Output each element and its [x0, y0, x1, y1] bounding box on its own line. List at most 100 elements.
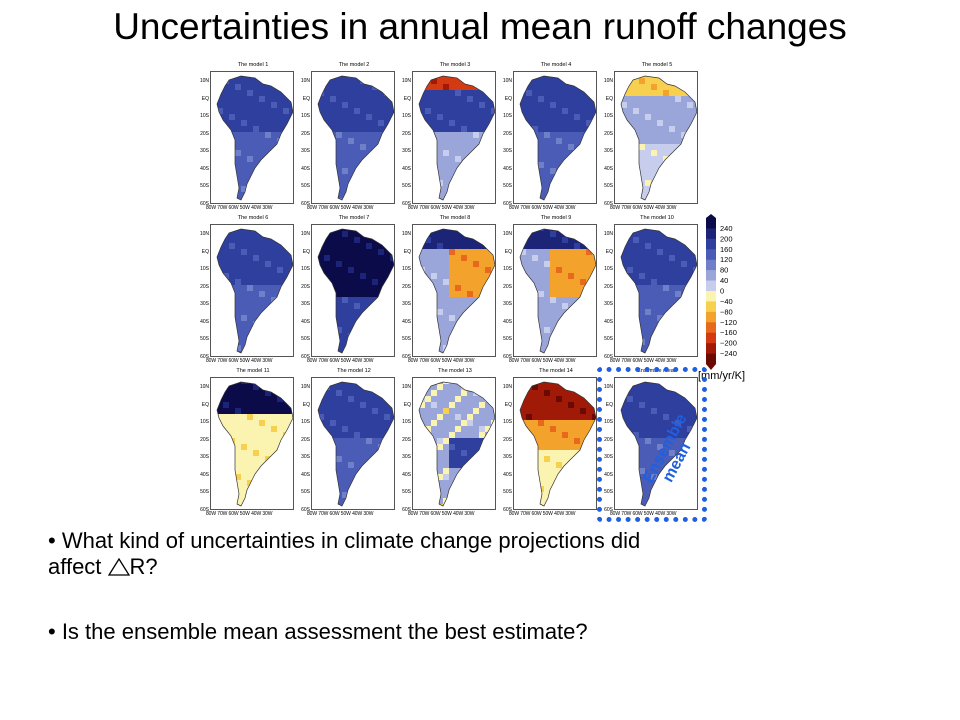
latitude-tick-label: 10S	[503, 113, 512, 119]
latitude-tick-label: 20S	[200, 436, 209, 443]
longitude-tick-labels: 80W 70W 60W 50W 40W 30W	[408, 511, 475, 517]
colorbar-swatch	[706, 301, 716, 313]
latitude-tick-label: 40S	[301, 471, 310, 478]
longitude-tick-labels: 80W 70W 60W 50W 40W 30W	[206, 511, 273, 517]
latitude-tick-label: 60S	[301, 200, 310, 207]
latitude-tick-label: 60S	[402, 353, 411, 360]
map-panel-title: The model 11	[236, 368, 270, 374]
map-panel: The model 13 10N EQ 10S 20S 30S 40S 50S 60S 80W 7…	[398, 368, 498, 520]
map-panel: The model 8 10N EQ 10S 20S 30S 40S 50S 60S 80W 70…	[398, 215, 498, 367]
map-panel-title: The model 5	[641, 62, 673, 68]
latitude-tick-label: 30S	[200, 454, 209, 460]
latitude-tick-label: 40S	[402, 471, 411, 478]
latitude-tick-label: 40S	[604, 471, 613, 478]
latitude-tick-label: EQ	[201, 248, 209, 255]
longitude-tick-labels: 80W 70W 60W 50W 40W 30W	[610, 511, 677, 517]
latitude-tick-label: 60S	[301, 506, 310, 513]
latitude-tick-label: 10S	[402, 266, 411, 272]
latitude-tick-label: EQ	[504, 248, 512, 255]
runoff-change-map	[210, 377, 294, 510]
colorbar-swatch	[706, 343, 716, 354]
colorbar-tick-label: −120	[720, 318, 737, 327]
latitude-tick-label: EQ	[201, 401, 209, 408]
colorbar-tick-label: −80	[720, 307, 733, 316]
colorbar-swatch	[706, 322, 716, 334]
colorbar-tick-label: −160	[720, 328, 737, 337]
latitude-tick-label: 10N	[300, 384, 310, 390]
latitude-tick-label: 20S	[301, 130, 310, 137]
map-panel-title: The model 2	[338, 62, 370, 68]
latitude-tick-label: 10N	[502, 78, 512, 84]
latitude-tick-label: EQ	[504, 95, 512, 102]
runoff-change-map	[513, 224, 597, 357]
bullet-ensemble-question: • Is the ensemble mean assessment the be…	[48, 619, 588, 644]
latitude-tick-label: 40S	[301, 318, 310, 325]
latitude-tick-label: 40S	[200, 471, 209, 478]
latitude-tick-label: 10N	[603, 384, 613, 390]
latitude-tick-label: 10N	[300, 78, 310, 84]
latitude-tick-label: EQ	[504, 401, 512, 408]
latitude-tick-label: 30S	[402, 148, 411, 154]
latitude-tick-label: 20S	[604, 436, 613, 443]
latitude-tick-label: 60S	[200, 506, 209, 513]
map-panel-title: The model 14	[539, 368, 573, 374]
latitude-tick-label: 10N	[401, 78, 411, 84]
map-panel-title: The model 1	[237, 62, 269, 68]
colorbar-tick-label: −240	[720, 349, 737, 358]
map-panel: The model 4 10N EQ 10S 20S 30S 40S 50S 60S 80W 70…	[499, 62, 599, 214]
latitude-tick-label: 30S	[301, 301, 310, 307]
longitude-tick-labels: 80W 70W 60W 50W 40W 30W	[408, 205, 475, 211]
latitude-tick-label: 30S	[503, 148, 512, 154]
colorbar-tick-label: 240	[720, 224, 733, 233]
map-panel: The model 3 10N EQ 10S 20S 30S 40S 50S 60S 80W 70…	[398, 62, 498, 214]
colorbar-tick-label: 120	[720, 255, 733, 264]
colorbar-swatch	[706, 280, 716, 292]
latitude-tick-label: 30S	[402, 301, 411, 307]
latitude-tick-label: 20S	[402, 130, 411, 137]
runoff-change-map	[210, 71, 294, 204]
latitude-tick-label: 40S	[503, 471, 512, 478]
colorbar-tick-label: 0	[720, 287, 724, 296]
colorbar-swatch	[706, 238, 716, 250]
latitude-tick-label: 30S	[200, 148, 209, 154]
longitude-tick-labels: 80W 70W 60W 50W 40W 30W	[509, 205, 576, 211]
latitude-tick-label: 60S	[604, 200, 613, 207]
map-panel: Ensemble mean 10N EQ 10S 20S 30S 40S 50S 60S 80W …	[600, 368, 700, 520]
latitude-tick-label: 10N	[401, 231, 411, 237]
latitude-tick-label: 10N	[401, 384, 411, 390]
latitude-tick-label: EQ	[605, 95, 613, 102]
runoff-change-map	[614, 71, 698, 204]
colorbar-swatch	[706, 291, 716, 302]
latitude-tick-label: 40S	[200, 165, 209, 172]
latitude-tick-label: 10N	[199, 384, 209, 390]
latitude-tick-label: EQ	[302, 95, 310, 102]
latitude-tick-label: 60S	[200, 353, 209, 360]
runoff-change-map	[513, 71, 597, 204]
colorbar-tick-label: −200	[720, 339, 737, 348]
delta-triangle-icon	[107, 558, 130, 576]
latitude-tick-label: 50S	[402, 183, 411, 189]
latitude-tick-label: 10N	[199, 231, 209, 237]
latitude-tick-label: 10N	[300, 231, 310, 237]
latitude-tick-label: 50S	[200, 489, 209, 495]
latitude-tick-label: 50S	[200, 336, 209, 342]
colorbar-bottom-arrow	[706, 364, 716, 370]
map-panel: The model 12 10N EQ 10S 20S 30S 40S 50S 60S 80W 7…	[297, 368, 397, 520]
latitude-tick-label: 20S	[200, 283, 209, 290]
latitude-tick-label: 50S	[402, 489, 411, 495]
latitude-tick-label: 10S	[604, 266, 613, 272]
latitude-tick-label: 10S	[200, 419, 209, 425]
latitude-tick-label: 10N	[603, 78, 613, 84]
latitude-tick-label: 10S	[604, 419, 613, 425]
latitude-tick-label: 30S	[301, 454, 310, 460]
latitude-tick-label: 50S	[301, 336, 310, 342]
latitude-tick-label: 50S	[604, 183, 613, 189]
runoff-change-map	[412, 71, 496, 204]
latitude-tick-label: 20S	[503, 283, 512, 290]
colorbar-swatch	[706, 228, 716, 240]
map-panel: The model 2 10N EQ 10S 20S 30S 40S 50S 60S 80W 70…	[297, 62, 397, 214]
map-panel-title: The model 7	[338, 215, 370, 221]
latitude-tick-label: 20S	[301, 436, 310, 443]
runoff-change-map	[614, 224, 698, 357]
